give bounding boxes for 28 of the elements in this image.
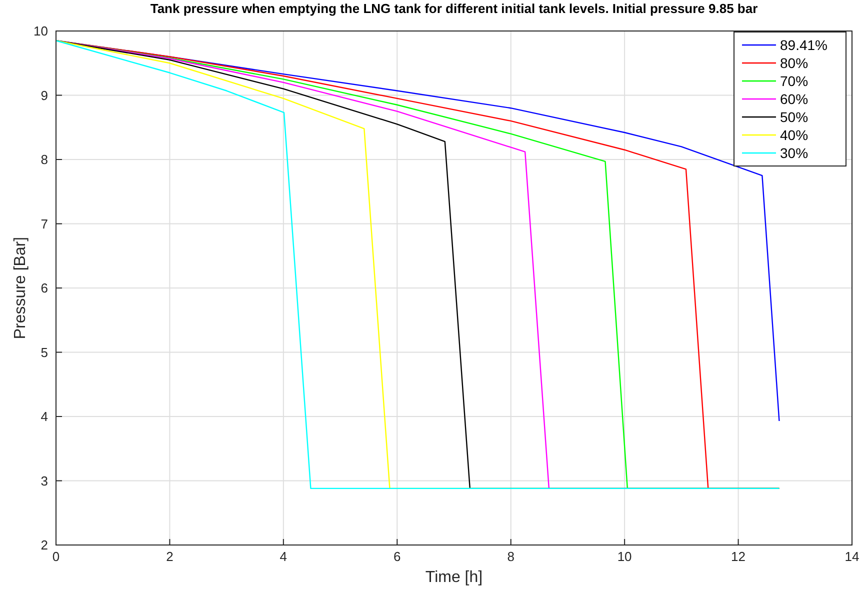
legend-label: 60%	[780, 91, 808, 107]
x-tick-label: 14	[844, 549, 860, 564]
legend-label: 89.41%	[780, 37, 828, 53]
x-tick-label: 10	[617, 549, 632, 564]
legend-label: 50%	[780, 109, 808, 125]
x-tick-label: 2	[166, 549, 174, 564]
chart-title: Tank pressure when emptying the LNG tank for different initial tank levels. Initial pressure 9.85 bar	[150, 1, 758, 16]
line-series	[55, 40, 780, 490]
y-tick-label: 2	[40, 538, 48, 552]
y-tick-label: 4	[40, 409, 48, 424]
y-tick-label: 9	[40, 88, 48, 103]
y-tick-label: 10	[34, 24, 48, 38]
x-tick-label: 6	[394, 549, 401, 564]
x-axis-title: Time [h]	[425, 569, 483, 586]
y-axis-title: Pressure [Bar]	[12, 236, 29, 340]
x-tick-label: 8	[507, 549, 514, 564]
y-tick-label: 7	[40, 216, 48, 232]
x-tick-label: 12	[731, 549, 746, 564]
legend-label: 70%	[780, 73, 808, 89]
y-tick-label: 8	[40, 152, 48, 167]
legend-label: 40%	[780, 127, 808, 143]
x-tick-label: 4	[280, 549, 288, 564]
y-tick-label: 3	[40, 473, 48, 488]
y-tick-label: 5	[40, 344, 48, 360]
legend-label: 80%	[780, 55, 808, 71]
x-tick-label: 0	[52, 549, 60, 564]
legend-label: 30%	[780, 145, 808, 161]
y-tick-label: 6	[40, 280, 48, 296]
